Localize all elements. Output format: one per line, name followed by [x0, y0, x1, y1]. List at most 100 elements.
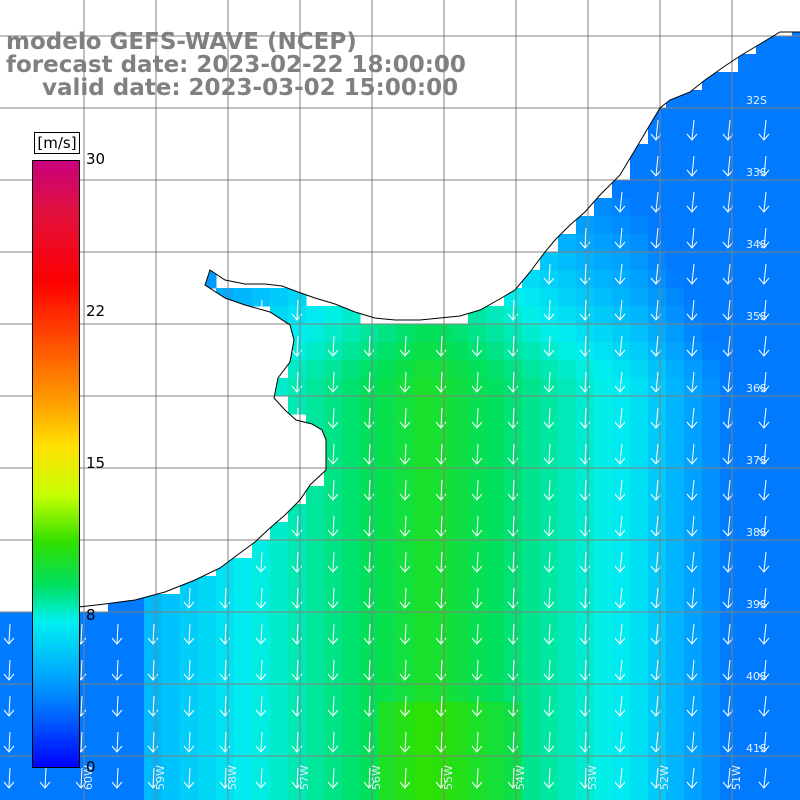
wind-speed-cell	[774, 162, 793, 181]
wind-speed-cell	[540, 792, 559, 800]
wind-speed-cell	[270, 594, 289, 613]
wind-speed-cell	[648, 432, 667, 451]
wind-speed-cell	[720, 180, 739, 199]
wind-speed-cell	[738, 234, 757, 253]
wind-speed-cell	[792, 36, 800, 55]
wind-speed-cell	[450, 342, 469, 361]
wind-speed-cell	[558, 324, 577, 343]
wind-speed-cell	[684, 306, 703, 325]
wind-arrow	[111, 767, 123, 789]
wind-speed-cell	[450, 414, 469, 433]
wind-arrow	[686, 767, 698, 789]
wind-speed-cell	[396, 324, 415, 343]
wind-speed-cell	[198, 648, 217, 667]
wind-speed-cell	[324, 648, 343, 667]
wind-speed-cell	[666, 486, 685, 505]
wind-speed-cell	[306, 684, 325, 703]
wind-speed-cell	[306, 540, 325, 559]
wind-arrow	[183, 767, 195, 789]
wind-speed-cell	[576, 468, 595, 487]
wind-speed-cell	[342, 468, 361, 487]
longitude-label: 55W	[442, 765, 455, 790]
wind-speed-cell	[630, 486, 649, 505]
wind-speed-cell	[738, 612, 757, 631]
wind-speed-cell	[720, 288, 739, 307]
wind-speed-cell	[738, 540, 757, 559]
wind-speed-cell	[738, 648, 757, 667]
wind-speed-cell	[720, 432, 739, 451]
wind-speed-cell	[162, 702, 181, 721]
wind-speed-cell	[432, 468, 451, 487]
wind-speed-cell	[648, 648, 667, 667]
wind-speed-cell	[594, 486, 613, 505]
wind-speed-cell	[630, 738, 649, 757]
wind-speed-cell	[360, 432, 379, 451]
colorbar-tick-label: 15	[86, 454, 106, 472]
wind-speed-cell	[378, 774, 397, 793]
wind-arrow	[650, 515, 662, 537]
wind-speed-cell	[378, 504, 397, 523]
wind-speed-cell	[504, 576, 523, 595]
wind-speed-cell	[558, 738, 577, 757]
wind-arrow	[399, 335, 411, 357]
wind-speed-cell	[684, 720, 703, 739]
wind-arrow	[758, 191, 770, 213]
wind-speed-cell	[630, 252, 649, 271]
wind-speed-cell	[702, 666, 721, 685]
wind-speed-cell	[504, 684, 523, 703]
wind-speed-cell	[450, 684, 469, 703]
wind-arrow	[686, 515, 698, 537]
wind-speed-cell	[576, 684, 595, 703]
wind-speed-cell	[486, 486, 505, 505]
wind-speed-cell	[558, 288, 577, 307]
wind-speed-cell	[558, 306, 577, 325]
wind-speed-cell	[666, 360, 685, 379]
wind-speed-cell	[558, 594, 577, 613]
wind-speed-cell	[594, 720, 613, 739]
wind-arrow	[327, 731, 339, 753]
wind-speed-cell	[342, 738, 361, 757]
wind-speed-cell	[270, 576, 289, 595]
wind-speed-cell	[540, 684, 559, 703]
wind-speed-cell	[414, 468, 433, 487]
wind-speed-cell	[774, 648, 793, 667]
wind-speed-cell	[594, 342, 613, 361]
wind-speed-cell	[126, 630, 145, 649]
wind-speed-cell	[234, 612, 253, 631]
wind-speed-cell	[792, 432, 800, 451]
wind-arrow	[111, 731, 123, 753]
wind-speed-cell	[558, 468, 577, 487]
wind-speed-cell	[558, 576, 577, 595]
wind-arrow	[399, 551, 411, 573]
wind-speed-cell	[540, 576, 559, 595]
wind-speed-cell	[126, 648, 145, 667]
wind-speed-cell	[216, 792, 235, 800]
wind-speed-cell	[684, 342, 703, 361]
wind-arrow	[399, 767, 411, 789]
wind-speed-cell	[378, 486, 397, 505]
wind-speed-cell	[414, 342, 433, 361]
wind-speed-cell	[414, 432, 433, 451]
wind-speed-cell	[414, 360, 433, 379]
wind-arrow	[686, 623, 698, 645]
wind-speed-cell	[414, 630, 433, 649]
wind-arrow	[614, 479, 626, 501]
wind-speed-cell	[486, 702, 505, 721]
wind-speed-cell	[162, 648, 181, 667]
wind-speed-cell	[90, 792, 109, 800]
latitude-label: 36S	[746, 382, 767, 395]
wind-speed-cell	[450, 432, 469, 451]
wind-speed-cell	[612, 702, 631, 721]
wind-speed-cell	[756, 522, 775, 541]
wind-speed-cell	[486, 558, 505, 577]
wind-speed-cell	[486, 666, 505, 685]
wind-speed-cell	[630, 342, 649, 361]
wind-speed-cell	[360, 684, 379, 703]
wind-speed-cell	[792, 162, 800, 181]
latitude-label: 39S	[746, 598, 767, 611]
wind-speed-cell	[378, 792, 397, 800]
wind-speed-cell	[522, 378, 541, 397]
wind-speed-cell	[684, 396, 703, 415]
wind-speed-cell	[576, 252, 595, 271]
wind-speed-cell	[738, 576, 757, 595]
